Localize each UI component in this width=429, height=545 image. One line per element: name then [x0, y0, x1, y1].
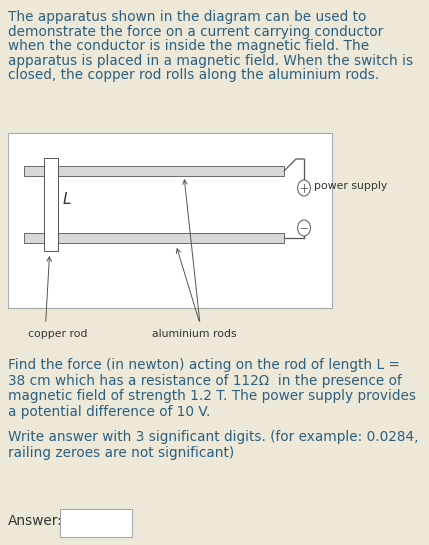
Text: a potential difference of 10 V.: a potential difference of 10 V.: [8, 404, 210, 419]
Bar: [8, 133, 332, 308]
Text: when the conductor is inside the magnetic field. The: when the conductor is inside the magneti…: [8, 39, 369, 53]
Text: railing zeroes are not significant): railing zeroes are not significant): [8, 445, 234, 459]
Text: copper rod: copper rod: [28, 329, 88, 339]
Text: L: L: [62, 192, 71, 207]
Text: aluminium rods: aluminium rods: [152, 329, 237, 339]
Bar: [24, 166, 284, 176]
Text: demonstrate the force on a current carrying conductor: demonstrate the force on a current carry…: [8, 25, 383, 39]
Text: The apparatus shown in the diagram can be used to: The apparatus shown in the diagram can b…: [8, 10, 366, 24]
Circle shape: [298, 220, 311, 236]
Text: Answer:: Answer:: [8, 514, 63, 528]
Text: closed, the copper rod rolls along the aluminium rods.: closed, the copper rod rolls along the a…: [8, 68, 379, 82]
Text: Write answer with 3 significant digits. (for example: 0.0284,: Write answer with 3 significant digits. …: [8, 430, 419, 444]
Bar: [24, 233, 284, 243]
Text: magnetic field of strength 1.2 T. The power supply provides: magnetic field of strength 1.2 T. The po…: [8, 389, 416, 403]
Bar: [44, 158, 58, 251]
Text: 38 cm which has a resistance of 112Ω  in the presence of: 38 cm which has a resistance of 112Ω in …: [8, 373, 402, 387]
Text: power supply: power supply: [314, 181, 387, 191]
Bar: [60, 509, 132, 537]
Text: Find the force (in newton) acting on the rod of length L =: Find the force (in newton) acting on the…: [8, 358, 400, 372]
Circle shape: [298, 180, 311, 196]
Text: apparatus is placed in a magnetic field. When the switch is: apparatus is placed in a magnetic field.…: [8, 53, 413, 68]
